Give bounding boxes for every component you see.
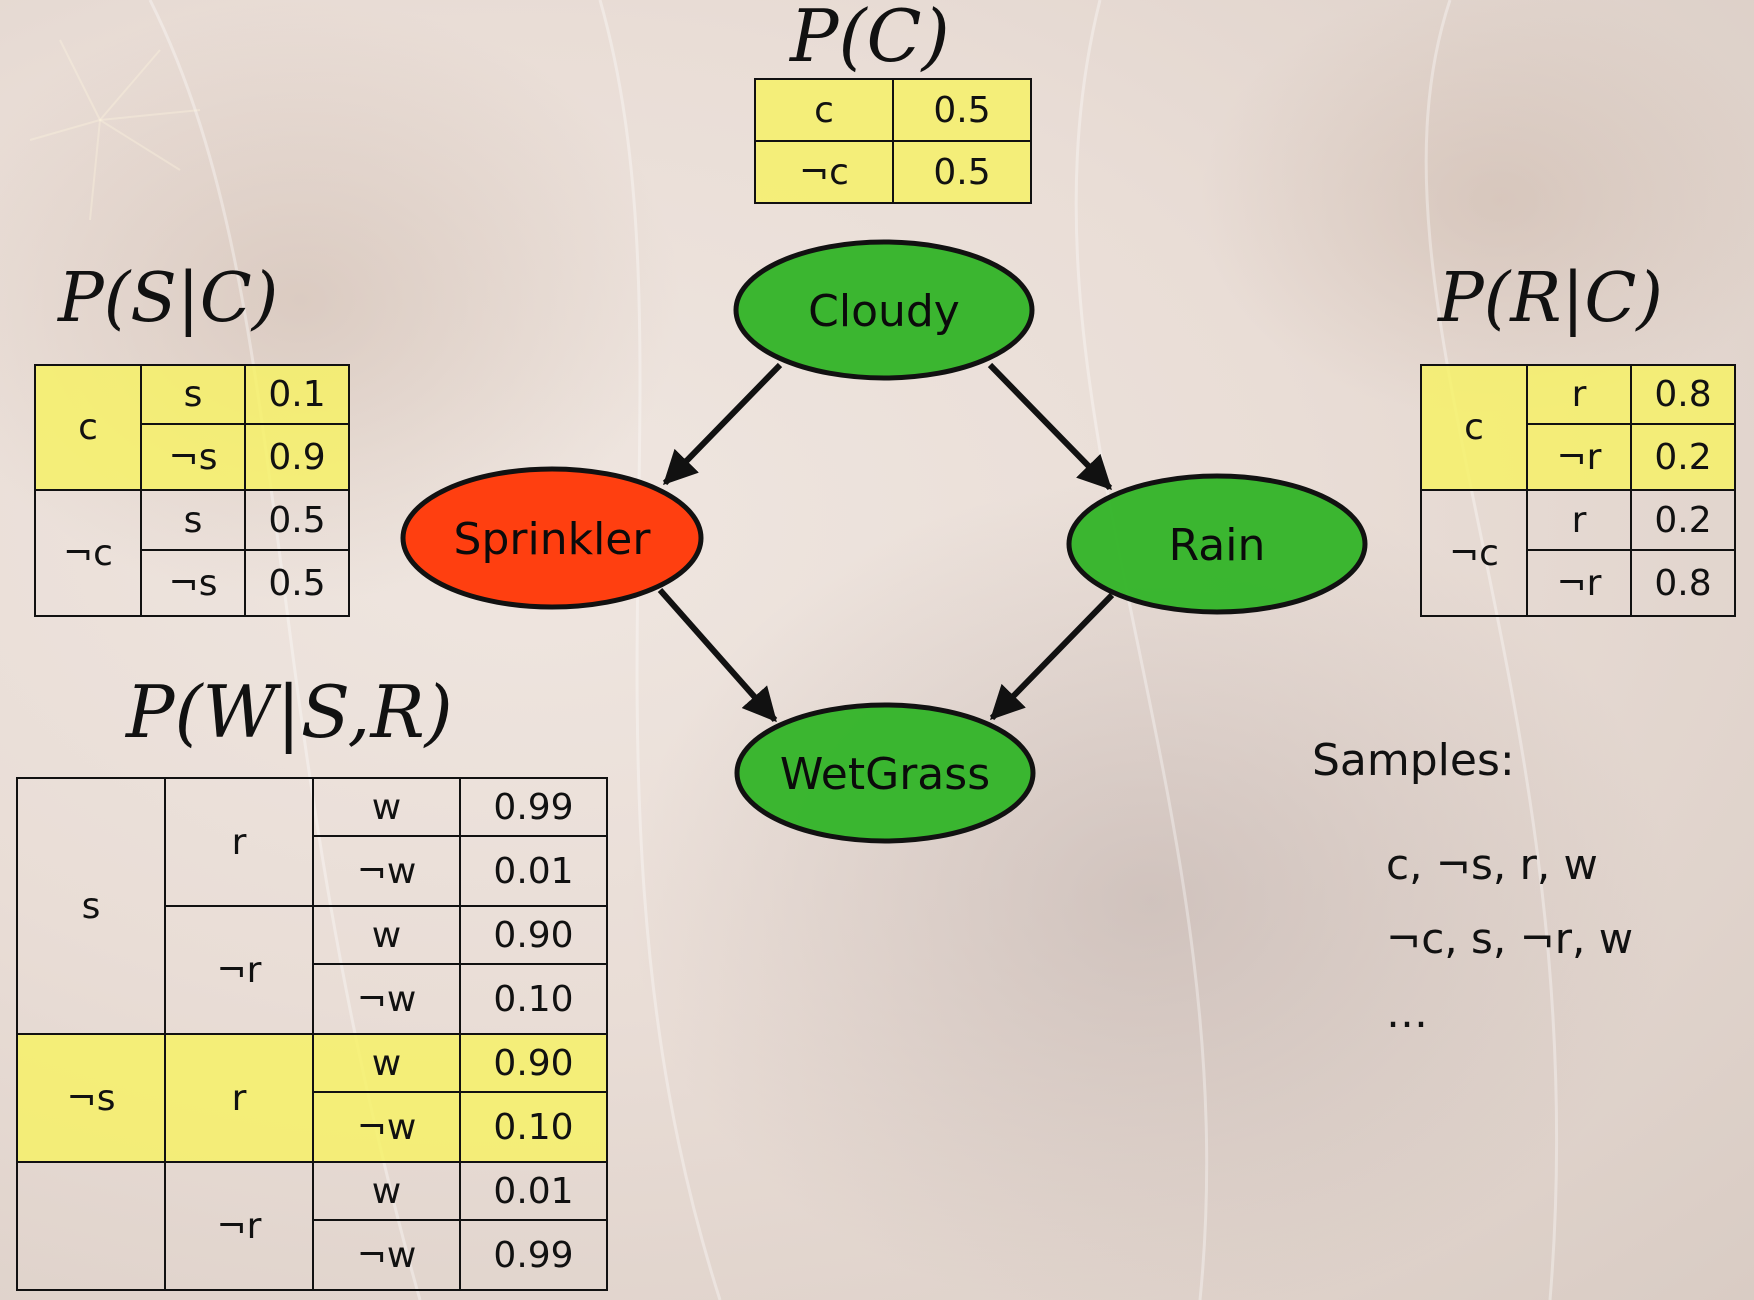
title-p-c: P(C) [790, 0, 950, 78]
pwsr-val: w [312, 1161, 461, 1221]
table-p-c: c 0.5 ¬c 0.5 [754, 78, 1032, 204]
pwsr-prob: 0.10 [459, 1091, 608, 1163]
pwsr-parent-r: r [164, 1033, 314, 1163]
pc-var-c: c [754, 78, 894, 142]
pwsr-val: ¬w [312, 1091, 461, 1163]
title-p-r-given-c: P(R|C) [1438, 259, 1663, 338]
prc-val: ¬r [1526, 423, 1632, 491]
psc-val: ¬s [140, 423, 246, 491]
prc-prob: 0.8 [1630, 549, 1736, 617]
pwsr-val: w [312, 777, 461, 837]
prc-val: ¬r [1526, 549, 1632, 617]
pwsr-val: ¬w [312, 963, 461, 1035]
pwsr-prob: 0.90 [459, 1033, 608, 1093]
pwsr-prob: 0.90 [459, 905, 608, 965]
sample-item: ¬c, s, ¬r, w [1386, 914, 1634, 963]
node-wetgrass: WetGrass [734, 702, 1036, 844]
edge-cloudy-rain [987, 362, 1113, 491]
node-sprinkler-label: Sprinkler [454, 514, 652, 565]
pwsr-prob: 0.01 [459, 835, 608, 907]
sample-item: … [1386, 988, 1428, 1037]
node-rain-label: Rain [1169, 520, 1266, 571]
psc-val: s [140, 489, 246, 551]
prc-val: r [1526, 489, 1632, 551]
node-sprinkler: Sprinkler [400, 466, 704, 610]
sample-item: c, ¬s, r, w [1386, 840, 1598, 889]
prc-val: r [1526, 364, 1632, 425]
psc-prob: 0.5 [244, 549, 350, 617]
pwsr-prob: 0.01 [459, 1161, 608, 1221]
samples-header: Samples: [1312, 735, 1515, 786]
pwsr-parent-notr: ¬r [164, 1161, 314, 1291]
psc-parent-notc: ¬c [34, 489, 142, 617]
edge-rain-wetgrass [989, 592, 1115, 721]
psc-val: ¬s [140, 549, 246, 617]
pc-prob-c: 0.5 [892, 78, 1032, 142]
pc-prob-notc: 0.5 [892, 140, 1032, 204]
pwsr-parent-notr: ¬r [164, 905, 314, 1035]
pwsr-val: ¬w [312, 835, 461, 907]
title-p-w-given-s-r: P(W|S,R) [126, 670, 453, 754]
node-cloudy-label: Cloudy [808, 286, 960, 337]
prc-prob: 0.2 [1630, 423, 1736, 491]
table-p-w-given-s-r: s r w 0.99 ¬w 0.01 ¬r w 0.90 ¬w 0.10 ¬s … [16, 777, 608, 1291]
table-p-s-given-c: c s 0.1 ¬s 0.9 ¬c s 0.5 ¬s 0.5 [34, 364, 350, 617]
pwsr-prob: 0.10 [459, 963, 608, 1035]
samples-panel: Samples: c, ¬s, r, w ¬c, s, ¬r, w … [1312, 735, 1633, 1050]
pwsr-parent-s: s [16, 777, 166, 1035]
node-cloudy: Cloudy [733, 239, 1035, 381]
pwsr-prob: 0.99 [459, 777, 608, 837]
psc-prob: 0.5 [244, 489, 350, 551]
pc-var-notc: ¬c [754, 140, 894, 204]
pwsr-parent-r: r [164, 777, 314, 907]
title-p-s-given-c: P(S|C) [58, 259, 279, 338]
prc-parent-notc: ¬c [1420, 489, 1528, 617]
pwsr-parent-nots: ¬s [16, 1033, 166, 1163]
psc-prob: 0.1 [244, 364, 350, 425]
node-rain: Rain [1066, 473, 1368, 615]
node-wetgrass-label: WetGrass [780, 749, 990, 800]
table-p-r-given-c: c r 0.8 ¬r 0.2 ¬c r 0.2 ¬r 0.8 [1420, 364, 1736, 617]
psc-parent-c: c [34, 364, 142, 491]
prc-prob: 0.2 [1630, 489, 1736, 551]
psc-val: s [140, 364, 246, 425]
pwsr-val: w [312, 1033, 461, 1093]
prc-prob: 0.8 [1630, 364, 1736, 425]
edge-cloudy-sprinkler [662, 362, 783, 486]
edge-sprinkler-wetgrass [657, 588, 778, 723]
pwsr-val: w [312, 905, 461, 965]
pwsr-val: ¬w [312, 1219, 461, 1291]
psc-prob: 0.9 [244, 423, 350, 491]
pwsr-empty-cell [16, 1161, 166, 1291]
prc-parent-c: c [1420, 364, 1528, 491]
pwsr-prob: 0.99 [459, 1219, 608, 1291]
